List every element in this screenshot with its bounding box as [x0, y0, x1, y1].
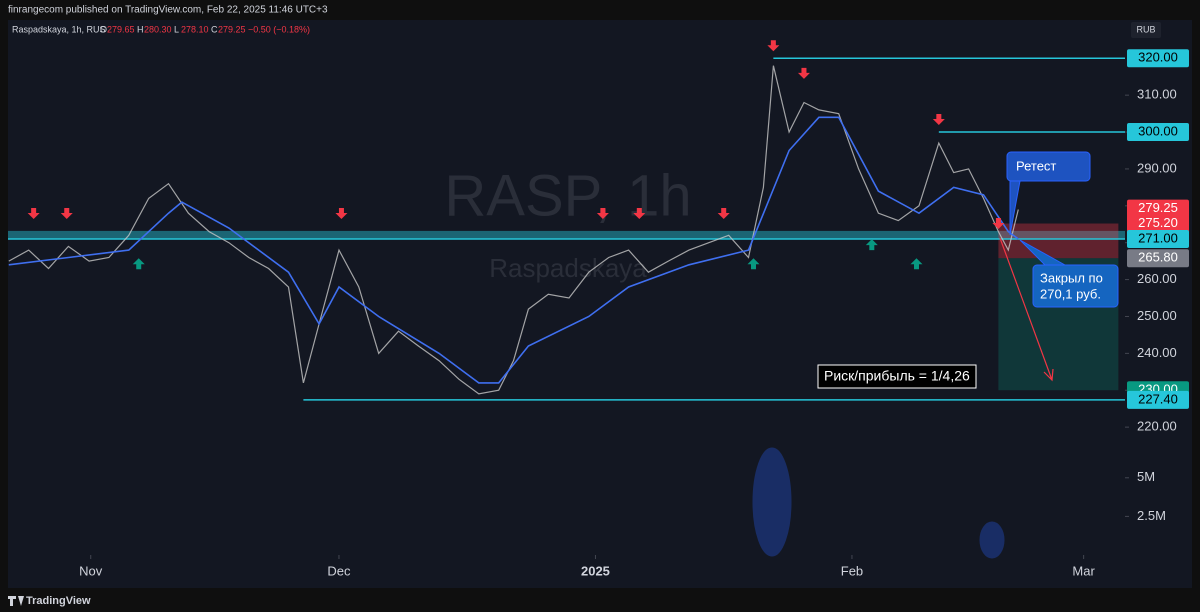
watermark-sub: Raspadskaya: [489, 253, 647, 283]
volume-highlight: [979, 521, 1005, 559]
price-tag: [1127, 249, 1189, 268]
y-tick-label: 240.00: [1137, 345, 1177, 360]
currency: RUB: [1136, 24, 1155, 34]
x-tick-label: 2025: [581, 563, 610, 578]
sell-signal: [797, 67, 810, 79]
volume-tick-label: 5M: [1137, 469, 1155, 484]
price-tag: [1127, 199, 1189, 218]
x-tick-label: Feb: [841, 563, 863, 578]
price-tag: [1127, 390, 1189, 409]
price-tag: [1127, 49, 1189, 68]
price-tag-label: 279.25: [1138, 200, 1178, 215]
legend-text: 280.30: [144, 24, 172, 34]
legend-text: −0.50 (−0.18%): [248, 24, 310, 34]
footer-bar: [0, 590, 1200, 612]
sell-signal: [60, 208, 73, 220]
legend-text: Raspadskaya, 1h, RUS: [12, 24, 106, 34]
annotation: Риск/прибыль = 1/4,26: [824, 368, 970, 384]
price-tag-label: 275.20: [1138, 215, 1178, 230]
sell-signal: [633, 208, 646, 220]
legend-text: 278.10: [181, 24, 209, 34]
chart-area: [8, 20, 1192, 588]
sell-signal: [596, 208, 609, 220]
annotation: Закрыл по: [1040, 270, 1103, 285]
sell-signal: [767, 40, 780, 52]
sell-signal: [932, 113, 945, 125]
y-tick-label: 260.00: [1137, 271, 1177, 286]
watermark: RASP, 1h: [444, 163, 691, 228]
y-tick-label: 250.00: [1137, 308, 1177, 323]
price-tag: [1127, 230, 1189, 249]
retest-box: [1006, 151, 1091, 182]
footer-text: TradingView: [26, 595, 91, 607]
close-pointer: [1019, 239, 1066, 266]
y-tick-label: 310.00: [1137, 87, 1177, 102]
trade-arrow: [999, 237, 1054, 382]
price-tag-label: 320.00: [1138, 50, 1178, 65]
buy-signal: [747, 258, 760, 270]
x-tick-label: Nov: [79, 563, 103, 578]
annotation: Ретест: [1016, 158, 1056, 173]
publisher: finrangecom published on TradingView.com…: [8, 5, 328, 16]
rr-box: [817, 364, 977, 389]
currency-box: [1131, 22, 1161, 38]
support-zone: [8, 230, 1125, 240]
price-tag: [1127, 123, 1189, 142]
legend-text: H: [137, 24, 144, 34]
retest-pointer: [1009, 180, 1021, 236]
price-tag: [1127, 214, 1189, 233]
buy-signal: [910, 258, 923, 270]
legend-text: C: [211, 24, 218, 34]
legend-text: L: [174, 24, 179, 34]
legend-text: O: [100, 24, 107, 34]
x-tick-label: Dec: [327, 563, 351, 578]
moving-average: [8, 116, 1019, 384]
y-tick-label: 220.00: [1137, 419, 1177, 434]
price-tag-label: 227.40: [1138, 391, 1178, 406]
buy-signal: [865, 239, 878, 251]
price-tag-label: 265.80: [1138, 250, 1178, 265]
price-line: [8, 65, 1019, 395]
volume-highlight: [752, 447, 792, 557]
sell-signal: [27, 208, 40, 220]
x-tick-label: Mar: [1072, 563, 1095, 578]
sell-signal: [992, 218, 1005, 229]
sell-signal: [335, 208, 348, 220]
legend-text: 279.25: [218, 24, 246, 34]
sell-signal: [717, 208, 730, 220]
legend-text: 279.65: [107, 24, 135, 34]
logo: [8, 596, 24, 606]
stop-zone: [998, 223, 1119, 259]
y-tick-label: 290.00: [1137, 160, 1177, 175]
close-box: [1032, 264, 1119, 308]
annotation: 270,1 руб.: [1040, 286, 1101, 301]
volume-tick-label: 2.5M: [1137, 508, 1166, 523]
price-tag-label: 300.00: [1138, 123, 1178, 138]
buy-signal: [132, 258, 145, 270]
price-tag-label: 271.00: [1138, 230, 1178, 245]
